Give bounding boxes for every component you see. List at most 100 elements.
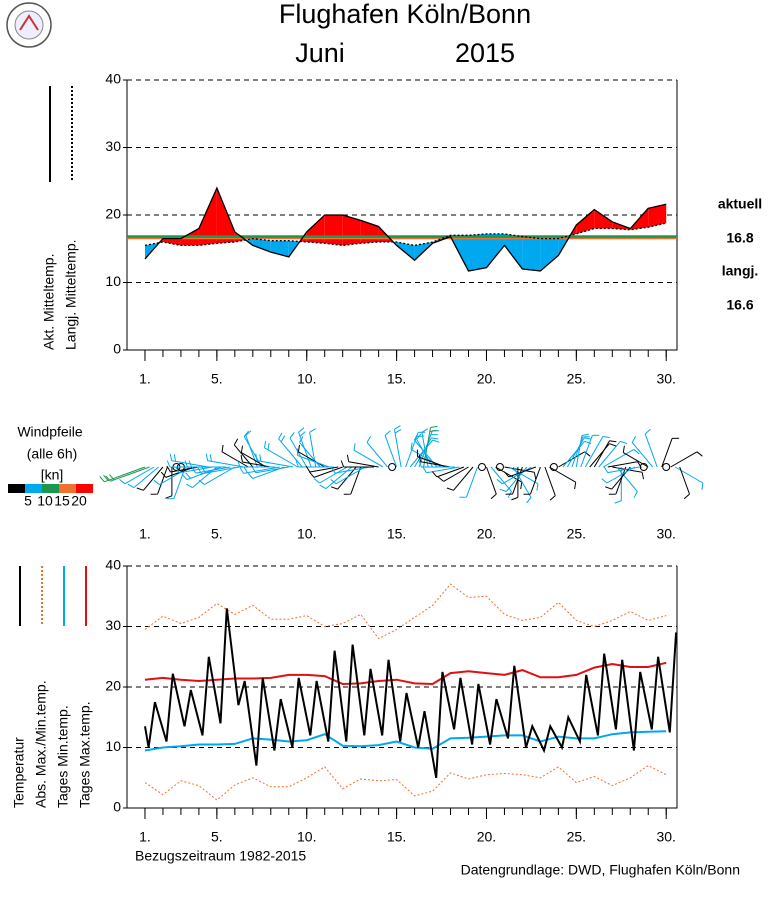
wind-barb	[233, 438, 254, 468]
series-line	[144, 608, 678, 778]
wind-barb	[127, 466, 159, 489]
wind-barb	[169, 453, 208, 468]
reference-period: Bezugszeitraum 1982-2015	[135, 848, 306, 864]
legend-label: Akt. Mitteltemp.	[41, 254, 57, 350]
wind-barb	[512, 466, 532, 504]
x-tick-label: 25.	[567, 829, 586, 845]
wind-barb	[166, 465, 199, 473]
wind-barb	[508, 466, 539, 491]
wind-barb	[198, 466, 236, 486]
wind-barb	[251, 466, 289, 474]
source: Datengrundlage: DWD, Flughafen Köln/Bonn	[461, 862, 740, 878]
wind-barb	[297, 444, 325, 468]
wind-barb	[503, 466, 537, 478]
wind-barb	[505, 466, 523, 495]
wind-barb	[243, 430, 263, 468]
wind-barb	[603, 466, 640, 474]
wind-barb	[661, 437, 680, 468]
x-tick-label: 30.	[656, 829, 675, 845]
legend-label: Temperatur	[11, 737, 27, 808]
wind-barb	[593, 440, 617, 468]
wind-barb	[245, 430, 258, 468]
difference-fill	[324, 215, 343, 246]
x-tick-label: 20.	[477, 829, 496, 845]
wind-barb	[414, 437, 439, 468]
x-tick-label: 30.	[656, 526, 675, 542]
difference-fill	[648, 204, 667, 228]
wind-barb	[309, 466, 343, 478]
wind-barb	[496, 466, 532, 485]
wind-title: Windpfeile	[17, 424, 83, 440]
difference-fill	[216, 188, 235, 244]
wind-barb	[679, 466, 690, 500]
wind-barb	[205, 453, 244, 468]
difference-fill	[468, 233, 487, 271]
wind-barb	[305, 465, 339, 473]
difference-fill	[504, 233, 523, 269]
difference-fill	[486, 233, 505, 268]
wind-subtitle: (alle 6h)	[27, 446, 78, 462]
x-tick-label: 15.	[387, 371, 406, 387]
wind-barb	[105, 466, 150, 482]
y-tick-label: 40	[105, 557, 121, 573]
y-tick-label: 10	[105, 273, 121, 289]
wind-barb	[644, 428, 658, 468]
wind-barb	[605, 466, 631, 490]
wind-barb	[191, 466, 231, 474]
wind-barb	[674, 466, 704, 490]
x-tick-label: 30.	[656, 371, 675, 387]
wind-barb	[608, 466, 627, 495]
mean-name: langj.	[722, 263, 759, 279]
scale-tick-label: 5	[24, 493, 32, 509]
wind-barb	[393, 425, 402, 468]
wind-barb	[237, 460, 276, 468]
difference-fill	[540, 238, 559, 271]
wind-barb	[239, 466, 280, 474]
wind-barb	[409, 439, 440, 468]
scale-tick-label: 15	[54, 493, 70, 509]
wind-barb	[416, 449, 447, 468]
wind-barb	[421, 428, 429, 468]
wind-barb	[616, 466, 638, 498]
logo	[6, 2, 52, 48]
wind-barb	[544, 466, 556, 501]
title: Flughafen Köln/Bonn	[279, 0, 531, 29]
x-tick-label: 15.	[387, 829, 406, 845]
wind-barb	[330, 466, 366, 485]
difference-fill	[522, 236, 541, 271]
wind-barb	[221, 444, 249, 468]
series-line	[144, 661, 667, 686]
wind-barb	[366, 436, 388, 468]
month: Juni	[295, 38, 345, 68]
wind-barb	[240, 445, 267, 468]
wind-barb	[431, 466, 465, 478]
year: 2015	[455, 38, 515, 68]
difference-fill	[162, 238, 181, 246]
y-tick-label: 10	[105, 738, 121, 754]
wind-barb	[136, 466, 164, 491]
y-tick-label: 0	[113, 799, 121, 815]
wind-barb	[598, 440, 628, 468]
scale-swatch	[25, 484, 42, 493]
mean-value: 16.6	[726, 297, 753, 313]
x-tick-label: 1.	[139, 526, 151, 542]
wind-barb	[584, 436, 610, 468]
wind-barb	[622, 445, 649, 468]
wind-barb	[566, 437, 592, 468]
wind-barb	[175, 466, 213, 474]
mean-value: 16.8	[726, 230, 753, 246]
wind-barb	[589, 443, 617, 468]
wind-barb	[289, 432, 308, 468]
x-tick-label: 1.	[139, 829, 151, 845]
wind-barb	[278, 432, 303, 468]
wind-barb	[601, 466, 636, 484]
series-line	[144, 186, 667, 272]
difference-fill	[198, 188, 217, 246]
wind-calm	[388, 463, 397, 471]
wind-unit: [kn]	[41, 467, 64, 483]
wind-barb	[297, 448, 330, 468]
y-tick-label: 30	[105, 138, 121, 154]
legend-label: Abs. Max./Min.temp.	[33, 680, 49, 808]
scale-swatch	[76, 484, 93, 493]
